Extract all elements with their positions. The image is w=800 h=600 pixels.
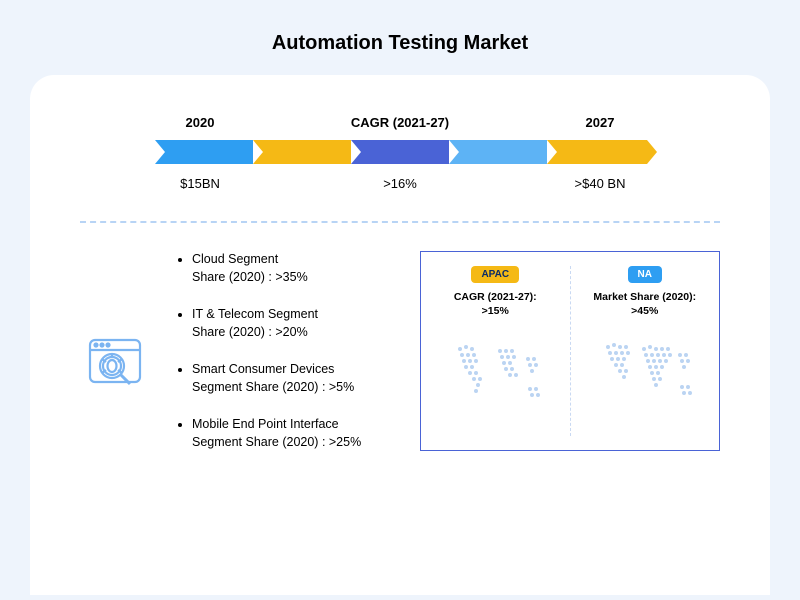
value-2020: $15BN	[100, 176, 300, 191]
divider	[80, 221, 720, 223]
label-2020: 2020	[100, 115, 300, 130]
region-apac: APAC CAGR (2021-27): >15%	[421, 266, 571, 436]
list-item: Cloud Segment Share (2020) : >35%	[192, 251, 396, 286]
timeline-bottom-labels: $15BN >16% >$40 BN	[80, 176, 720, 191]
list-item: IT & Telecom Segment Share (2020) : >20%	[192, 306, 396, 341]
region-panels: APAC CAGR (2021-27): >15%	[420, 251, 720, 451]
badge-apac: APAC	[471, 266, 519, 283]
arrow-1	[155, 140, 255, 164]
world-map-icon	[440, 329, 550, 419]
arrow-timeline	[80, 140, 720, 164]
badge-na: NA	[628, 266, 662, 283]
label-cagr: CAGR (2021-27)	[300, 115, 500, 130]
segment-list: Cloud Segment Share (2020) : >35% IT & T…	[174, 251, 396, 471]
lower-section: Cloud Segment Share (2020) : >35% IT & T…	[80, 251, 720, 471]
value-cagr: >16%	[300, 176, 500, 191]
bug-testing-icon	[80, 251, 150, 471]
card: 2020 CAGR (2021-27) 2027 $15BN >16% >$40…	[30, 75, 770, 595]
region-na: NA Market Share (2020): >45%	[571, 266, 720, 436]
arrow-4	[449, 140, 549, 164]
na-stat-value: >45%	[571, 305, 720, 317]
timeline-top-labels: 2020 CAGR (2021-27) 2027	[80, 115, 720, 130]
arrow-2	[253, 140, 353, 164]
list-item: Smart Consumer Devices Segment Share (20…	[192, 361, 396, 396]
apac-stat-label: CAGR (2021-27):	[421, 291, 570, 303]
list-item: Mobile End Point Interface Segment Share…	[192, 416, 396, 451]
na-stat-label: Market Share (2020):	[571, 291, 720, 303]
arrow-5	[547, 140, 647, 164]
apac-stat-value: >15%	[421, 305, 570, 317]
arrow-3	[351, 140, 451, 164]
page-title: Automation Testing Market	[0, 0, 800, 75]
value-2027: >$40 BN	[500, 176, 700, 191]
label-2027: 2027	[500, 115, 700, 130]
world-map-icon	[590, 329, 700, 419]
